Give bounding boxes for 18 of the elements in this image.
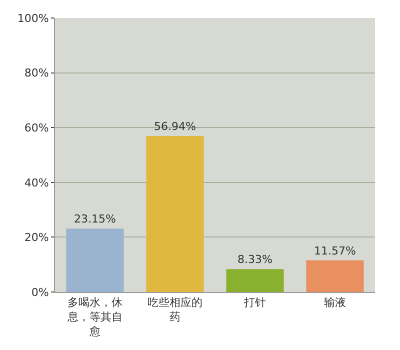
data-label: 23.15%	[74, 212, 116, 226]
x-tick-label: 打针	[243, 296, 266, 310]
y-tick-label: 80%	[24, 66, 49, 80]
bar	[66, 228, 124, 292]
x-tick-label: 吃些相应的药	[148, 296, 202, 324]
bar	[226, 269, 284, 292]
y-tick-label: 20%	[24, 231, 49, 244]
y-tick-label: 0%	[31, 286, 49, 299]
bar	[306, 260, 364, 292]
y-tick-label: 60%	[24, 121, 49, 134]
data-label: 56.94%	[154, 120, 196, 133]
x-tick-label: 输液	[324, 296, 346, 310]
y-tick-label: 100%	[17, 12, 49, 25]
data-label: 11.57%	[314, 244, 356, 258]
bar	[146, 136, 204, 292]
data-label: 8.33%	[238, 253, 272, 266]
y-tick-label: 40%	[24, 176, 49, 190]
x-tick-label: 多喝水，休息，等其自愈	[66, 296, 122, 338]
